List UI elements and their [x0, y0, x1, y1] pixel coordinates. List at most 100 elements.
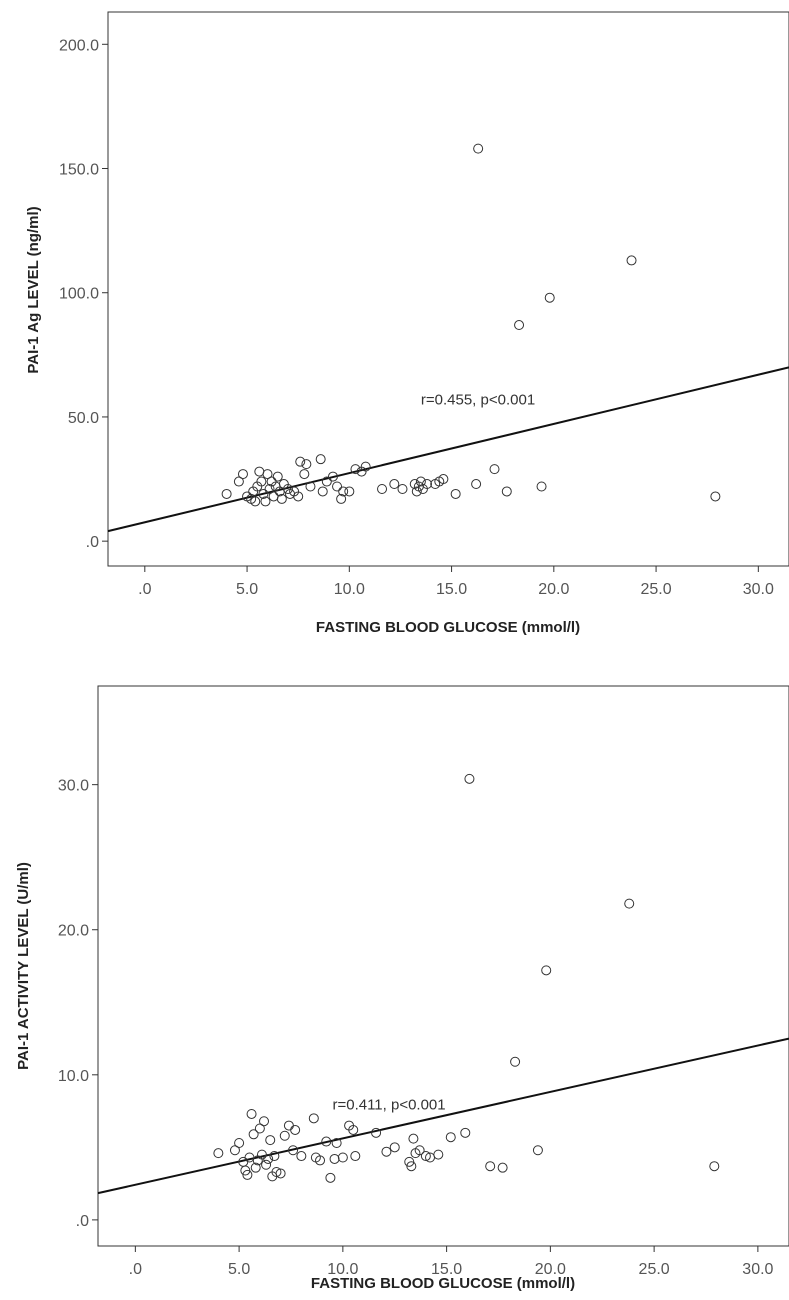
data-point	[489, 464, 500, 475]
scatter-points	[213, 773, 720, 1183]
x-tick-label: 25.0	[639, 1261, 670, 1278]
data-point	[259, 1116, 270, 1127]
data-point	[336, 493, 347, 504]
data-point	[389, 479, 400, 490]
scatter-points	[221, 143, 721, 507]
data-point	[445, 1132, 456, 1143]
data-point	[710, 491, 721, 502]
data-point	[321, 1136, 332, 1147]
fit-line-layer	[107, 366, 789, 533]
data-point	[295, 456, 306, 467]
data-point	[415, 476, 426, 487]
data-point	[377, 483, 388, 494]
x-tick-label: 20.0	[538, 581, 569, 598]
data-point	[514, 320, 525, 331]
correlation-annotation: r=0.455, p<0.001	[421, 392, 535, 409]
data-point	[246, 1108, 257, 1119]
data-point	[317, 486, 328, 497]
plot-frame	[107, 11, 789, 567]
x-axis-ticks: .0 5.0 10.0 15.0 20.0 25.0 30.0	[129, 1246, 774, 1278]
data-point	[262, 469, 273, 480]
data-point	[272, 471, 283, 482]
data-point	[293, 491, 304, 502]
data-point	[510, 1056, 521, 1067]
scatter-chart-pai1-activity: .0 10.0 20.0 30.0 .0 5.0 10.0 15.0 20.0 25.0 30.0…	[15, 685, 789, 1292]
y-tick-label: .0	[86, 534, 99, 551]
y-tick-label: 10.0	[58, 1068, 89, 1085]
data-point	[344, 486, 355, 497]
data-point	[256, 476, 267, 487]
data-point	[260, 496, 271, 507]
x-tick-label: 30.0	[742, 1261, 773, 1278]
x-tick-label: 20.0	[535, 1261, 566, 1278]
data-point	[265, 1135, 276, 1146]
y-tick-label: .0	[76, 1213, 89, 1230]
x-axis-label: FASTING BLOOD GLUCOSE (mmol/l)	[316, 619, 580, 636]
data-point	[315, 454, 326, 465]
data-point	[381, 1146, 392, 1157]
data-point	[325, 1172, 336, 1183]
data-point	[233, 476, 244, 487]
y-tick-label: 200.0	[59, 37, 99, 54]
data-point	[296, 1151, 307, 1162]
data-point	[242, 1169, 253, 1180]
data-point	[329, 1153, 340, 1164]
data-point	[414, 1145, 425, 1156]
data-point	[433, 1149, 444, 1160]
data-point	[536, 481, 547, 492]
x-tick-label: 30.0	[743, 581, 774, 598]
data-point	[408, 1133, 419, 1144]
data-point	[234, 1137, 245, 1148]
data-point	[301, 459, 312, 470]
data-point	[337, 1152, 348, 1163]
data-point	[624, 898, 635, 909]
data-point	[271, 1167, 282, 1178]
data-point	[264, 483, 275, 494]
data-point	[290, 1124, 301, 1135]
y-axis-label: PAI-1 Ag LEVEL (ng/ml)	[25, 206, 42, 373]
data-point	[532, 1145, 543, 1156]
data-point	[315, 1155, 326, 1166]
y-tick-label: 20.0	[58, 923, 89, 940]
data-point	[338, 486, 349, 497]
plot-frame	[97, 685, 789, 1247]
regression-line	[107, 366, 789, 533]
data-point	[544, 292, 555, 303]
data-point	[371, 1127, 382, 1138]
regression-line	[97, 1037, 789, 1195]
x-tick-label: 15.0	[431, 1261, 462, 1278]
x-tick-label: .0	[129, 1261, 142, 1278]
data-point	[299, 469, 310, 480]
x-tick-label: .0	[138, 581, 151, 598]
x-axis-ticks: .0 5.0 10.0 15.0 20.0 25.0 30.0	[138, 566, 774, 598]
data-point	[221, 488, 232, 499]
data-point	[282, 483, 293, 494]
data-point	[279, 1130, 290, 1141]
data-point	[263, 1153, 274, 1164]
data-point	[360, 461, 371, 472]
data-point	[709, 1161, 720, 1172]
data-point	[471, 479, 482, 490]
data-point	[406, 1161, 417, 1172]
data-point	[411, 486, 422, 497]
y-tick-label: 150.0	[59, 162, 99, 179]
data-point	[438, 474, 449, 485]
data-point	[308, 1113, 319, 1124]
data-point	[288, 1145, 299, 1156]
x-tick-label: 15.0	[436, 581, 467, 598]
y-tick-label: 100.0	[59, 286, 99, 303]
data-point	[485, 1161, 496, 1172]
y-axis-ticks: .0 10.0 20.0 30.0	[58, 778, 98, 1230]
data-point	[250, 496, 261, 507]
x-tick-label: 10.0	[334, 581, 365, 598]
data-point	[626, 255, 637, 266]
data-point	[331, 1137, 342, 1148]
data-point	[350, 464, 361, 475]
data-point	[248, 1129, 259, 1140]
data-point	[348, 1124, 359, 1135]
data-point	[397, 483, 408, 494]
data-point	[541, 965, 552, 976]
scatter-chart-pai1-ag: .0 50.0 100.0 150.0 200.0 .0 5.0 10.0 15.0 20.0 2…	[25, 11, 789, 636]
data-point	[473, 143, 484, 154]
data-point	[250, 1162, 261, 1173]
